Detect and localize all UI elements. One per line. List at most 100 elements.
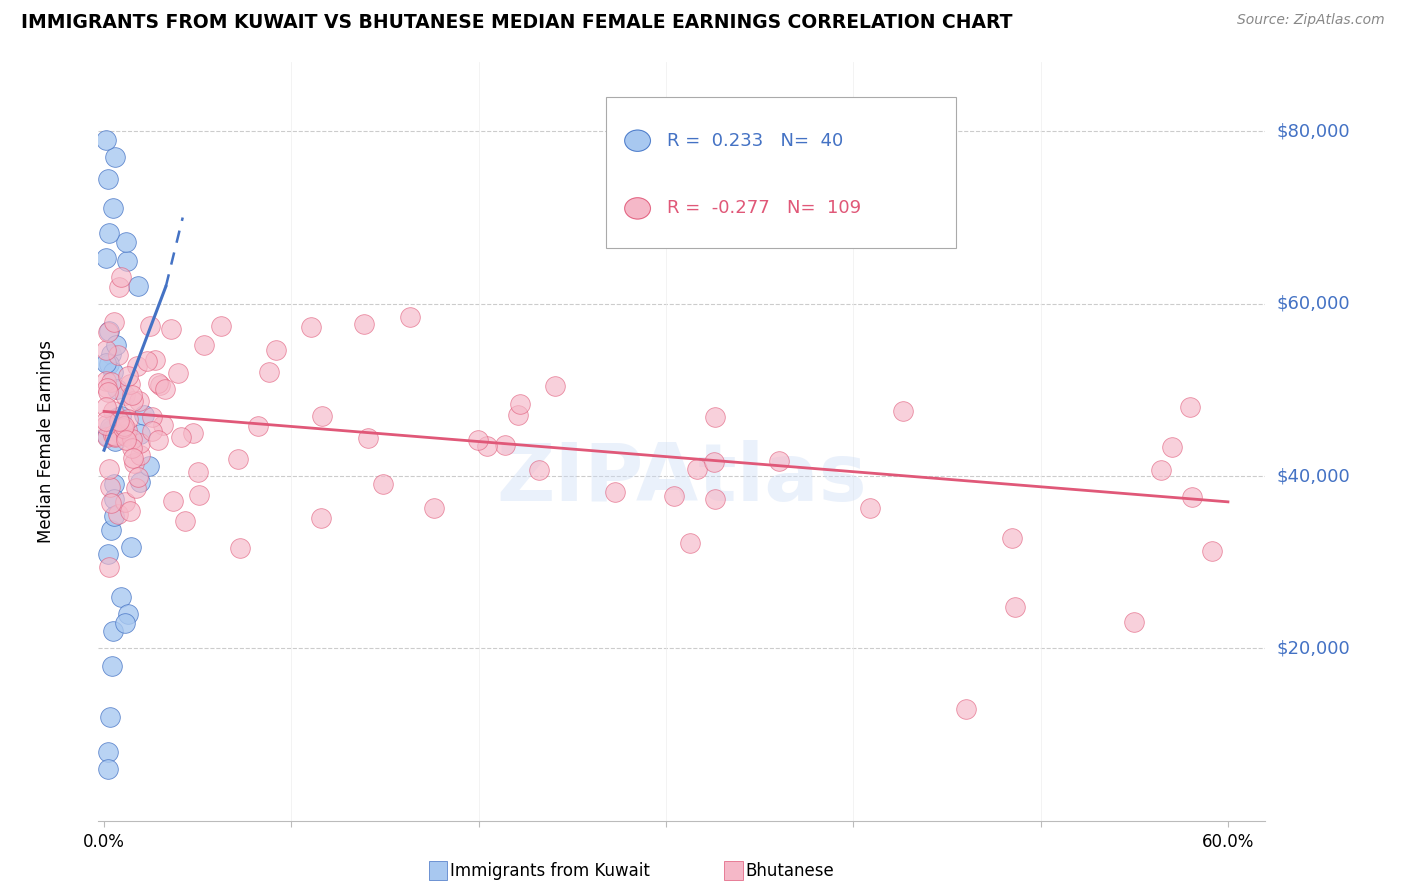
Point <box>299 320 322 334</box>
Point <box>94 374 117 388</box>
Point <box>259 365 281 379</box>
Point <box>103 476 125 491</box>
Point <box>373 476 395 491</box>
Point <box>686 461 709 475</box>
Point <box>170 430 193 444</box>
Point <box>100 658 122 673</box>
Point <box>94 133 117 147</box>
Point <box>768 454 790 468</box>
Point <box>129 426 152 441</box>
Point <box>1004 600 1026 615</box>
Text: $80,000: $80,000 <box>1277 122 1350 140</box>
Point <box>96 381 118 395</box>
Point <box>118 504 141 518</box>
Point <box>187 465 209 479</box>
Point <box>143 353 166 368</box>
Point <box>162 493 184 508</box>
Point <box>96 343 118 358</box>
Text: R =  -0.277   N=  109: R = -0.277 N= 109 <box>666 200 860 218</box>
Point <box>121 450 143 465</box>
Point <box>353 317 375 331</box>
Point <box>97 226 120 240</box>
Ellipse shape <box>624 130 651 152</box>
Point <box>149 377 172 392</box>
Point <box>153 382 176 396</box>
Point <box>187 488 209 502</box>
Point <box>94 356 117 370</box>
Point <box>104 337 127 351</box>
Point <box>1001 531 1024 545</box>
Point <box>105 383 128 397</box>
Point <box>97 762 120 776</box>
Point <box>1160 440 1182 454</box>
Point <box>103 509 125 524</box>
Point <box>103 315 125 329</box>
Point <box>605 485 627 500</box>
Point <box>104 150 127 164</box>
Text: Bhutanese: Bhutanese <box>745 862 835 880</box>
Point <box>96 429 118 443</box>
Point <box>98 479 121 493</box>
Point <box>117 607 139 622</box>
Point <box>160 322 183 336</box>
Point <box>122 393 145 408</box>
Point <box>115 423 138 437</box>
Point <box>166 366 188 380</box>
Point <box>122 456 145 470</box>
Point <box>111 421 134 435</box>
Point <box>146 376 169 390</box>
Point <box>859 500 882 515</box>
Point <box>226 452 249 467</box>
Point <box>146 433 169 447</box>
Point <box>97 384 120 399</box>
Point <box>399 310 422 324</box>
Point <box>100 496 122 510</box>
Point <box>703 492 725 507</box>
Point <box>110 427 132 442</box>
Point <box>544 379 567 393</box>
Text: $20,000: $20,000 <box>1277 640 1350 657</box>
Text: $60,000: $60,000 <box>1277 294 1350 313</box>
Point <box>114 615 136 630</box>
Point <box>104 434 127 449</box>
Point <box>94 401 117 415</box>
Point <box>1201 543 1223 558</box>
Point <box>129 475 152 489</box>
Point <box>891 404 914 418</box>
Point <box>138 458 160 473</box>
Text: IMMIGRANTS FROM KUWAIT VS BHUTANESE MEDIAN FEMALE EARNINGS CORRELATION CHART: IMMIGRANTS FROM KUWAIT VS BHUTANESE MEDI… <box>21 13 1012 32</box>
Point <box>104 430 127 444</box>
Point <box>110 422 132 436</box>
Text: R =  0.233   N=  40: R = 0.233 N= 40 <box>666 132 844 150</box>
Text: Immigrants from Kuwait: Immigrants from Kuwait <box>450 862 651 880</box>
Point <box>529 463 551 477</box>
Point <box>100 423 122 437</box>
Point <box>509 397 531 411</box>
Point <box>127 359 149 373</box>
Point <box>107 508 129 522</box>
Point <box>94 414 117 428</box>
Point <box>97 559 120 574</box>
Point <box>110 270 132 285</box>
Point <box>97 325 120 339</box>
Point <box>467 433 489 447</box>
Point <box>423 501 446 516</box>
Point <box>100 346 122 360</box>
Point <box>1150 463 1173 477</box>
Point <box>138 318 160 333</box>
Point <box>94 418 117 433</box>
Point <box>246 419 269 434</box>
Point <box>101 365 124 379</box>
Text: Median Female Earnings: Median Female Earnings <box>37 340 55 543</box>
Point <box>98 357 121 371</box>
Point <box>97 172 120 186</box>
Point <box>704 409 727 424</box>
Point <box>120 540 142 554</box>
Point <box>309 510 332 524</box>
Point <box>209 318 232 333</box>
Point <box>127 470 149 484</box>
Point <box>1178 401 1201 415</box>
Point <box>98 419 121 434</box>
Point <box>127 279 149 293</box>
Point <box>121 432 143 446</box>
